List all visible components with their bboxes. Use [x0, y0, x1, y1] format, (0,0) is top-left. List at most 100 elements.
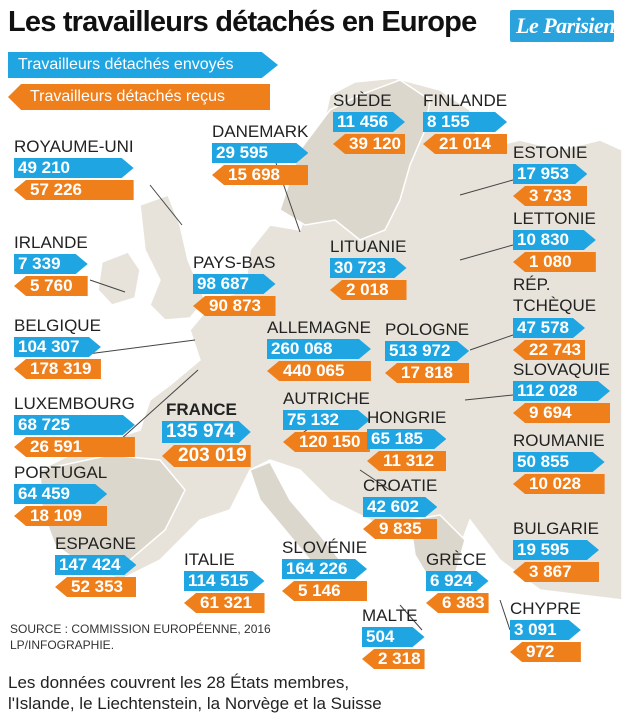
country-name: CROATIE: [363, 476, 438, 495]
received-value: 6 383: [426, 593, 489, 613]
country-name: ROUMANIE: [513, 431, 605, 450]
received-value: 5 760: [14, 276, 88, 296]
country-name: ROYAUME-UNI: [14, 137, 134, 156]
received-value: 11 312: [367, 451, 447, 471]
country-name: PAYS-BAS: [193, 253, 276, 272]
received-value: 26 591: [14, 437, 135, 457]
country-name: RÉP. TCHÈQUE: [513, 275, 597, 315]
country-spain: ESPAGNE 147 424 52 353: [55, 534, 137, 597]
country-netherlands: PAYS-BAS 98 687 90 873: [193, 253, 276, 316]
country-name: DANEMARK: [212, 122, 309, 141]
received-value: 61 321: [184, 593, 265, 613]
received-value: 9 694: [513, 403, 610, 423]
sent-value: 164 226: [282, 559, 367, 579]
country-portugal: PORTUGAL 64 459 18 109: [14, 463, 108, 526]
sent-value: 10 830: [513, 230, 596, 250]
brand-logo: Le Parisien: [510, 10, 616, 42]
country-name: FRANCE: [166, 400, 237, 419]
sent-value: 3 091: [510, 620, 581, 640]
leader-lines: [79, 159, 514, 631]
received-value: 178 319: [14, 359, 101, 379]
legend-received: Travailleurs détachés reçus: [8, 84, 270, 110]
sent-value: 68 725: [14, 415, 135, 435]
received-value: 90 873: [193, 296, 276, 316]
legend-sent: Travailleurs détachés envoyés: [8, 52, 278, 78]
sent-value: 11 456: [333, 112, 405, 132]
country-bulgaria: BULGARIE 19 595 3 867: [513, 519, 599, 582]
sent-value: 6 924: [426, 571, 489, 591]
sent-value: 49 210: [14, 158, 134, 178]
sent-value: 64 459: [14, 484, 107, 504]
country-united-kingdom: ROYAUME-UNI 49 210 57 226: [14, 137, 134, 200]
received-value: 57 226: [14, 180, 134, 200]
country-poland: POLOGNE 513 972 17 818: [385, 320, 470, 383]
received-value: 52 353: [55, 577, 137, 597]
footnote-line: l'Islande, le Liechtenstein, la Norvège …: [8, 694, 382, 713]
sent-value: 135 974: [162, 421, 251, 443]
received-value: 2 018: [330, 280, 407, 300]
country-name: ESTONIE: [513, 143, 588, 162]
received-value: 440 065: [267, 361, 371, 381]
country-germany: ALLEMAGNE 260 068 440 065: [267, 318, 371, 381]
sent-value: 98 687: [193, 274, 276, 294]
country-slovenia: SLOVÉNIE 164 226 5 146: [282, 538, 368, 601]
country-name: SLOVÉNIE: [282, 538, 368, 557]
country-estonia: ESTONIE 17 953 3 733: [513, 143, 588, 206]
sent-value: 30 723: [330, 258, 407, 278]
country-name: SLOVAQUIE: [513, 360, 610, 379]
country-name: BELGIQUE: [14, 316, 101, 335]
country-slovakia: SLOVAQUIE 112 028 9 694: [513, 360, 610, 423]
received-value: 203 019: [162, 445, 251, 467]
country-name: ITALIE: [184, 550, 235, 569]
sent-value: 112 028: [513, 381, 610, 401]
source-credit: SOURCE : COMMISSION EUROPÉENNE, 2016 LP/…: [10, 621, 271, 653]
country-name: GRÈCE: [426, 550, 487, 569]
sent-value: 260 068: [267, 339, 371, 359]
country-name: AUTRICHE: [283, 389, 370, 408]
country-name: HONGRIE: [367, 408, 447, 427]
country-hungary: HONGRIE 65 185 11 312: [367, 408, 447, 471]
sent-value: 47 578: [513, 318, 585, 338]
sent-value: 8 155: [423, 112, 507, 132]
sent-value: 65 185: [367, 429, 446, 449]
country-latvia: LETTONIE 10 830 1 080: [513, 209, 596, 272]
source-line: SOURCE : COMMISSION EUROPÉENNE, 2016: [10, 622, 271, 636]
britain-land: [139, 194, 206, 321]
country-name: BULGARIE: [513, 519, 599, 538]
received-value: 18 109: [14, 506, 108, 526]
country-lithuania: LITUANIE 30 723 2 018: [330, 237, 407, 300]
sent-value: 7 339: [14, 254, 88, 274]
received-value: 21 014: [423, 134, 508, 154]
sent-value: 504: [362, 627, 425, 647]
sent-value: 114 515: [184, 571, 265, 591]
sent-value: 50 855: [513, 452, 605, 472]
country-name: ESPAGNE: [55, 534, 136, 553]
page-title: Les travailleurs détachés en Europe: [8, 6, 477, 38]
received-value: 5 146: [282, 581, 368, 601]
country-malta: MALTE 504 2 318: [362, 606, 425, 669]
received-value: 15 698: [212, 165, 309, 185]
country-czech-republic: RÉP. TCHÈQUE 47 578 22 743: [513, 274, 597, 360]
country-finland: FINLANDE 8 155 21 014: [423, 91, 508, 154]
received-value: 3 733: [513, 186, 588, 206]
country-france: FRANCE 135 974 203 019: [162, 400, 251, 467]
country-name: ALLEMAGNE: [267, 318, 371, 337]
country-name: LITUANIE: [330, 237, 407, 256]
sent-value: 75 132: [283, 410, 370, 430]
country-name: SUÈDE: [333, 91, 392, 110]
country-belgium: BELGIQUE 104 307 178 319: [14, 316, 101, 379]
country-name: FINLANDE: [423, 91, 508, 110]
received-value: 120 150: [283, 432, 370, 452]
country-name: PORTUGAL: [14, 463, 108, 482]
country-cyprus: CHYPRE 3 091 972: [510, 599, 581, 662]
sent-value: 19 595: [513, 540, 599, 560]
country-luxembourg: LUXEMBOURG 68 725 26 591: [14, 394, 135, 457]
country-sweden: SUÈDE 11 456 39 120: [333, 91, 405, 154]
country-name: LUXEMBOURG: [14, 394, 135, 413]
country-name: CHYPRE: [510, 599, 581, 618]
received-value: 972: [510, 642, 581, 662]
footnote: Les données couvrent les 28 États membre…: [8, 672, 382, 714]
sent-value: 42 602: [363, 497, 437, 517]
brand-logo-text: Le Parisien: [516, 13, 616, 38]
